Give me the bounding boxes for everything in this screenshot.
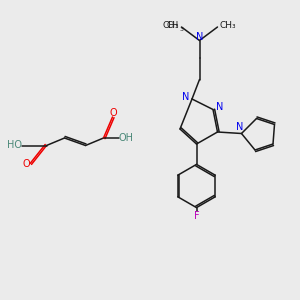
Text: O: O bbox=[22, 159, 30, 169]
Text: N: N bbox=[236, 122, 244, 132]
Text: CH: CH bbox=[167, 21, 179, 30]
Text: OH: OH bbox=[118, 133, 134, 143]
Text: O: O bbox=[109, 107, 117, 118]
Text: N: N bbox=[216, 101, 223, 112]
Text: HO: HO bbox=[8, 140, 22, 151]
Text: CH₃: CH₃ bbox=[220, 21, 236, 30]
Text: CH₃: CH₃ bbox=[163, 21, 179, 30]
Text: 3: 3 bbox=[179, 27, 184, 32]
Text: N: N bbox=[196, 32, 203, 42]
Text: N: N bbox=[182, 92, 189, 102]
Text: F: F bbox=[194, 211, 199, 221]
